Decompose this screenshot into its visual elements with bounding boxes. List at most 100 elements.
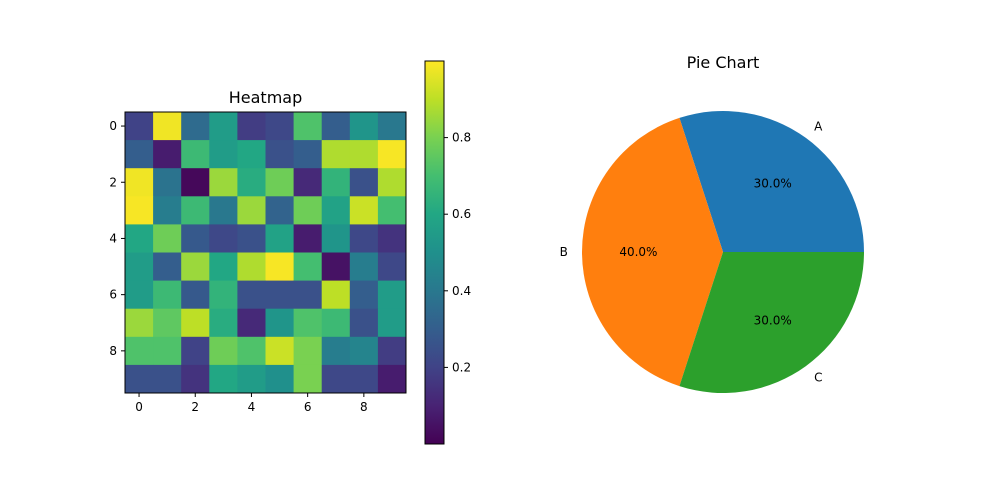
heatmap-cell (377, 364, 407, 394)
heatmap-x-tick-label: 6 (304, 400, 312, 414)
heatmap-cell (125, 280, 154, 310)
heatmap-x-tick-label: 2 (191, 400, 199, 414)
heatmap-x-axis: 0 2 4 6 8 (135, 393, 368, 414)
heatmap-cell (321, 168, 351, 197)
heatmap-cell (209, 364, 238, 394)
heatmap-cell (125, 196, 154, 225)
pie-label-c: C (814, 370, 822, 384)
colorbar-gradient (425, 61, 444, 444)
heatmap-panel: Heatmap 0 2 4 6 8 0 2 4 6 8 (109, 88, 407, 414)
heatmap-cell (125, 336, 154, 366)
pie-slice-c (679, 252, 865, 394)
heatmap-cell (349, 280, 379, 310)
heatmap-cell (321, 364, 351, 394)
heatmap-y-tick-label: 0 (109, 119, 117, 133)
heatmap-cell (209, 336, 238, 366)
heatmap-cell (293, 336, 323, 366)
colorbar-axis: 0.2 0.4 0.6 0.8 (444, 131, 471, 374)
heatmap-cell (377, 140, 407, 169)
heatmap-cell (265, 168, 294, 197)
pie-label-b: B (560, 245, 568, 259)
heatmap-title: Heatmap (229, 88, 303, 107)
heatmap-cell (125, 252, 154, 281)
heatmap-cell (349, 224, 379, 253)
heatmap-cell (377, 252, 407, 281)
heatmap-cell (237, 196, 266, 225)
pie-slices (581, 110, 865, 394)
heatmap-cell (265, 112, 294, 141)
heatmap-cell (321, 336, 351, 366)
heatmap-cell (293, 168, 323, 197)
heatmap-cell (349, 308, 379, 338)
heatmap-cell (293, 196, 323, 225)
heatmap-cell (153, 112, 182, 141)
heatmap-cell (209, 140, 238, 169)
heatmap-cell (377, 196, 407, 225)
heatmap-cell (125, 140, 154, 169)
colorbar-tick-label: 0.6 (452, 207, 471, 221)
heatmap-cell (293, 364, 323, 394)
pie-slice-a (679, 110, 864, 252)
pie-label-a: A (814, 120, 823, 134)
heatmap-cell (349, 168, 379, 197)
heatmap-cell (321, 308, 351, 338)
heatmap-cell (153, 336, 182, 366)
heatmap-cell (377, 168, 407, 197)
heatmap-cell (349, 364, 379, 394)
heatmap-cell (209, 224, 238, 253)
heatmap-cell (125, 308, 154, 338)
heatmap-cell (265, 364, 294, 394)
heatmap-cell (377, 336, 407, 366)
heatmap-cell (293, 280, 323, 310)
heatmap-cell (209, 168, 238, 197)
heatmap-cell (153, 364, 182, 394)
heatmap-y-tick-label: 2 (109, 175, 117, 189)
heatmap-cell (153, 252, 182, 281)
heatmap-cell (181, 280, 210, 310)
heatmap-cell (209, 112, 238, 141)
heatmap-cells (125, 112, 407, 394)
heatmap-cell (349, 252, 379, 281)
colorbar-tick-label: 0.2 (452, 360, 471, 374)
pie-percent-c: 30.0% (754, 313, 792, 327)
pie-percent-b: 40.0% (619, 245, 657, 259)
heatmap-cell (265, 140, 294, 169)
heatmap-cell (153, 140, 182, 169)
heatmap-cell (265, 308, 294, 338)
heatmap-cell (181, 308, 210, 338)
heatmap-cell (377, 224, 407, 253)
heatmap-cell (237, 252, 266, 281)
heatmap-cell (321, 196, 351, 225)
heatmap-cell (265, 224, 294, 253)
heatmap-cell (153, 280, 182, 310)
heatmap-cell (237, 364, 266, 394)
heatmap-cell (321, 112, 351, 141)
heatmap-x-tick-label: 4 (248, 400, 256, 414)
heatmap-cell (321, 140, 351, 169)
heatmap-cell (153, 196, 182, 225)
heatmap-cell (181, 196, 210, 225)
heatmap-cell (125, 168, 154, 197)
heatmap-y-axis: 0 2 4 6 8 (109, 119, 125, 358)
heatmap-cell (265, 252, 294, 281)
heatmap-cell (265, 280, 294, 310)
pie-percent-a: 30.0% (754, 177, 792, 191)
heatmap-cell (377, 308, 407, 338)
heatmap-cell (125, 224, 154, 253)
heatmap-cell (209, 280, 238, 310)
heatmap-cell (209, 308, 238, 338)
pie-labels: A 30.0% B 40.0% C 30.0% (560, 120, 824, 385)
heatmap-cell (321, 224, 351, 253)
heatmap-cell (293, 112, 323, 141)
heatmap-cell (181, 252, 210, 281)
pie-slice-b (581, 117, 723, 387)
heatmap-cell (377, 280, 407, 310)
heatmap-y-tick-label: 6 (109, 288, 117, 302)
heatmap-cell (293, 224, 323, 253)
heatmap-cell (265, 196, 294, 225)
heatmap-cell (377, 112, 407, 141)
heatmap-x-tick-label: 8 (360, 400, 368, 414)
heatmap-cell (181, 224, 210, 253)
heatmap-cell (181, 112, 210, 141)
